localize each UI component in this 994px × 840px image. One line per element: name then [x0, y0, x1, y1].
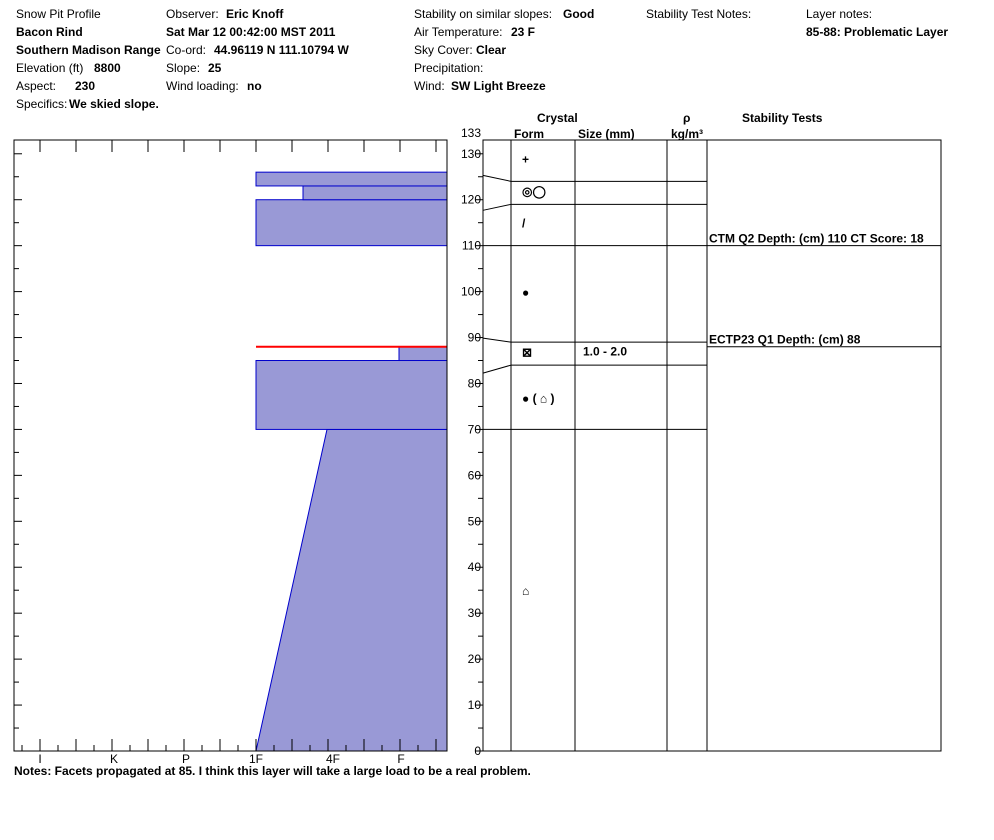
hardness-label: 4F: [326, 752, 340, 766]
wind-loading-label: Wind loading:: [166, 79, 239, 93]
wind-loading-value: no: [247, 79, 262, 93]
specifics-label: Specifics:: [16, 97, 68, 111]
layer-boundary-1: [482, 364, 707, 374]
size-header: Size (mm): [578, 127, 635, 141]
page-title: Snow Pit Profile: [16, 7, 101, 21]
hardness-layer-5: [255, 171, 448, 187]
pit-location: Bacon Rind: [16, 25, 83, 39]
crystal-frame: [482, 139, 942, 752]
wind-label: Wind:: [414, 79, 445, 93]
depth-label: 120: [461, 193, 481, 207]
hardness-layer-1: [255, 360, 448, 430]
layer-notes-value: 85-88: Problematic Layer: [806, 25, 949, 39]
slope-label: Slope:: [166, 61, 201, 75]
mountain-range: Southern Madison Range: [16, 43, 161, 57]
wind-value: SW Light Breeze: [451, 79, 546, 93]
stability-tests: CTM Q2 Depth: (cm) 110 CT Score: 18 ECTP2…: [707, 232, 941, 348]
observation-date: Sat Mar 12 00:42:00 MST 2011: [166, 25, 336, 39]
density-header: ρ: [683, 111, 691, 125]
sky-cover-value: Clear: [476, 43, 507, 57]
sky-cover-label: Sky Cover:: [414, 43, 473, 57]
crystal-form-5: ● ( ⌂ ): [522, 391, 555, 405]
depth-label: 90: [468, 331, 482, 345]
air-temp-label: Air Temperature:: [414, 25, 503, 39]
crystal-form-0: +: [522, 152, 529, 166]
crystal-size-4: 1.0 - 2.0: [583, 344, 627, 358]
crystal-form-4: ⊠: [522, 345, 532, 359]
hardness-label: K: [110, 752, 118, 766]
form-header: Form: [514, 127, 544, 141]
depth-label: 30: [468, 606, 482, 620]
stability-test-0: CTM Q2 Depth: (cm) 110 CT Score: 18: [709, 232, 924, 246]
stability-label: Stability on similar slopes:: [414, 7, 553, 21]
hardness-layer-3: [255, 199, 448, 247]
hardness-label: F: [397, 752, 404, 766]
depth-label: 110: [462, 239, 481, 253]
crystal-form-3: ●: [522, 286, 529, 300]
hardness-layer-2: [398, 346, 448, 362]
air-temp-value: 23 F: [511, 25, 536, 39]
specifics-value: We skied slope.: [69, 97, 159, 111]
depth-label: 20: [468, 652, 482, 666]
stability-test-notes-label: Stability Test Notes:: [646, 7, 752, 21]
stability-value: Good: [563, 7, 595, 21]
layer-notes-label: Layer notes:: [806, 7, 873, 21]
hardness-frame: [13, 139, 448, 752]
layer-boundary-2: [482, 337, 707, 343]
crystal-form-2: /: [522, 217, 526, 231]
layer-boundary-5: [482, 174, 707, 182]
precipitation-label: Precipitation:: [414, 61, 484, 75]
hardness-axis: I K P 1F 4F F: [21, 140, 437, 766]
depth-label: 50: [468, 514, 482, 528]
crystal-forms: + ◎◯ / ● ⊠ 1.0 - 2.0 ● ( ⌂ ) ⌂: [522, 152, 627, 598]
depth-label: 70: [468, 422, 482, 436]
observer-value: Eric Knoff: [226, 7, 284, 21]
hardness-label: P: [182, 752, 190, 766]
hardness-profile: [255, 171, 448, 752]
aspect-value: 230: [75, 79, 96, 93]
depth-label: 100: [461, 285, 481, 299]
hardness-label: I: [38, 752, 41, 766]
layer-boundaries: [482, 174, 707, 430]
crystal-form-1: ◎◯: [522, 185, 546, 200]
density-unit: kg/m³: [671, 127, 704, 141]
aspect-label: Aspect:: [16, 79, 57, 93]
notes: Notes: Facets propagated at 85. I think …: [14, 764, 531, 778]
coord-label: Co-ord:: [166, 43, 207, 57]
depth-label: 40: [468, 560, 482, 574]
stability-tests-header: Stability Tests: [742, 111, 823, 125]
layer-boundary-4: [482, 203, 707, 211]
depth-label: 0: [474, 744, 481, 758]
hardness-layer-4: [302, 185, 448, 201]
elevation-value: 8800: [94, 61, 121, 75]
depth-label: 133: [461, 126, 481, 140]
depth-label: 60: [468, 468, 482, 482]
depth-label: 80: [468, 376, 482, 390]
elevation-label: Elevation (ft): [16, 61, 84, 75]
depth-label: 130: [461, 147, 481, 161]
stability-test-1: ECTP23 Q1 Depth: (cm) 88: [709, 333, 861, 347]
coord-value: 44.96119 N 111.10794 W: [214, 43, 349, 57]
depth-label: 10: [468, 698, 482, 712]
hardness-layer-0: [255, 428, 448, 752]
observer-label: Observer:: [166, 7, 219, 21]
chart-frames: [13, 139, 942, 752]
slope-value: 25: [208, 61, 222, 75]
crystal-header: Crystal: [537, 111, 578, 125]
hardness-label: 1F: [249, 752, 263, 766]
depth-axis: 0 10 20 30 40 50 60 70 80 90 100 110 120 130 133: [14, 126, 483, 758]
crystal-form-6: ⌂: [522, 584, 529, 598]
